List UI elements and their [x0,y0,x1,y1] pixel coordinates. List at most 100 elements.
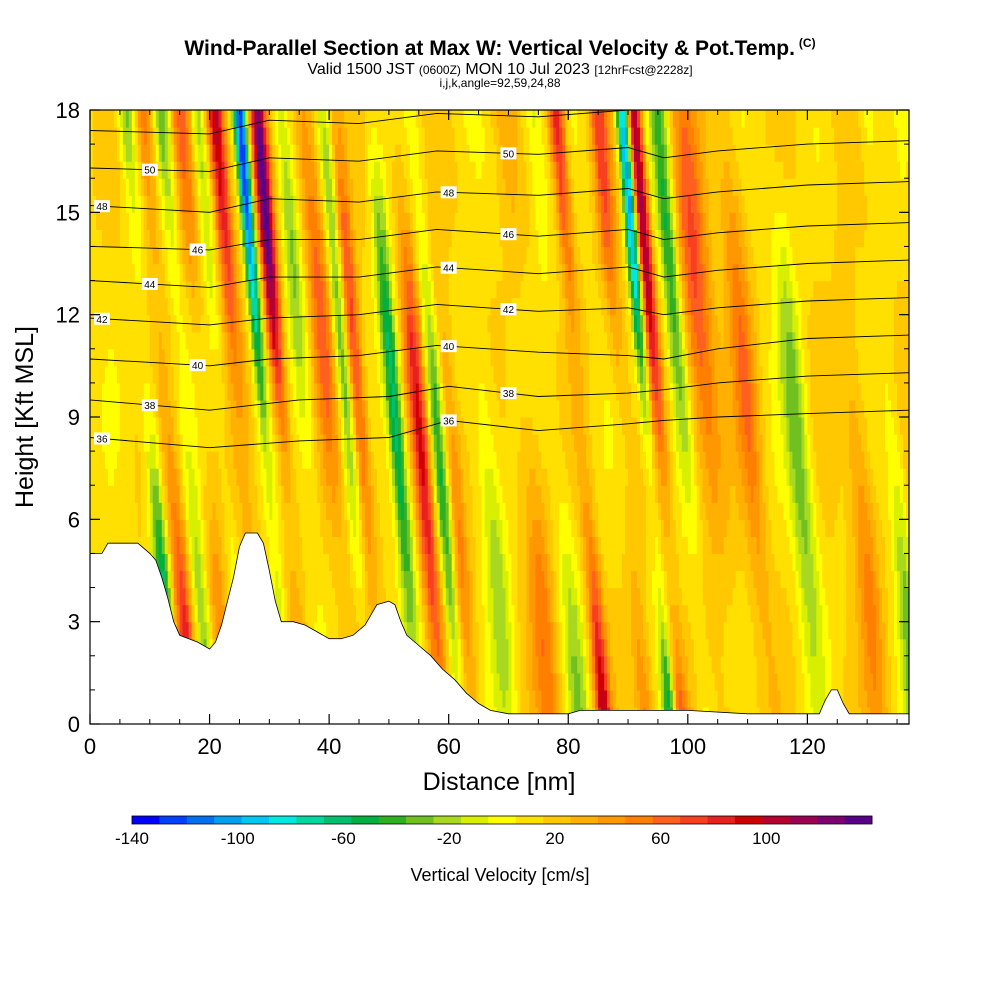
velocity-cell [152,144,157,162]
velocity-cell [197,536,202,555]
velocity-cell [125,365,130,384]
velocity-cell [179,127,184,145]
velocity-cell [448,553,453,572]
velocity-cell [359,604,363,623]
velocity-cell [158,348,163,367]
velocity-cell [311,127,315,145]
velocity-cell [128,144,133,162]
velocity-cell [338,485,342,503]
velocity-cell [182,399,187,418]
velocity-cell [215,314,220,333]
velocity-cell [128,280,133,299]
velocity-cell [209,502,214,520]
velocity-cell [362,536,366,555]
velocity-cell [176,519,181,537]
velocity-cell [122,263,127,282]
velocity-cell [137,144,142,162]
velocity-cell [191,144,196,162]
velocity-cell [457,604,462,623]
velocity-cell [146,417,151,435]
velocity-cell [484,519,489,537]
velocity-cell [209,587,214,606]
velocity-cell [391,297,396,316]
velocity-cell [460,604,465,623]
velocity-cell [113,144,118,162]
velocity-cell [397,417,402,435]
velocity-cell [296,536,300,555]
velocity-cell [466,280,471,299]
velocity-cell [293,144,297,162]
velocity-cell [185,263,190,282]
velocity-cell [376,399,381,418]
velocity-cell [478,417,483,435]
velocity-cell [484,331,489,350]
velocity-cell [128,212,133,230]
velocity-cell [206,297,211,316]
velocity-cell [433,519,438,537]
velocity-cell [370,178,375,196]
velocity-cell [320,519,324,537]
velocity-cell [466,348,471,367]
velocity-cell [418,212,423,230]
velocity-cell [302,399,306,418]
velocity-cell [388,297,393,316]
velocity-cell [152,229,157,248]
velocity-cell [149,195,154,213]
velocity-cell [311,451,315,469]
velocity-cell [350,536,354,555]
velocity-cell [433,127,438,145]
velocity-cell [341,195,345,213]
velocity-cell [397,587,402,606]
velocity-cell [131,229,136,248]
velocity-cell [302,161,306,179]
velocity-cell [230,519,235,537]
velocity-cell [379,280,384,299]
velocity-cell [290,553,294,572]
velocity-cell [188,178,193,196]
velocity-cell [296,161,300,179]
velocity-cell [125,451,130,469]
velocity-cell [359,570,363,589]
velocity-cell [263,451,267,469]
velocity-cell [113,127,118,145]
velocity-cell [433,604,438,623]
velocity-cell [382,144,387,162]
velocity-cell [170,348,175,367]
velocity-cell [326,434,330,452]
velocity-cell [406,331,411,350]
velocity-cell [128,519,133,537]
velocity-cell [236,399,241,418]
velocity-cell [445,382,450,401]
velocity-cell [239,382,244,401]
velocity-cell [460,212,465,230]
velocity-cell [478,638,483,657]
velocity-cell [242,314,247,333]
velocity-cell [397,246,402,265]
velocity-cell [433,451,438,469]
velocity-cell [314,110,318,128]
velocity-cell [239,161,244,179]
velocity-cell [478,519,483,537]
velocity-cell [113,502,118,520]
velocity-cell [397,280,402,299]
velocity-cell [341,502,345,520]
velocity-cell [206,229,211,248]
velocity-cell [364,502,369,520]
velocity-cell [90,434,94,452]
velocity-cell [224,195,229,213]
velocity-cell [359,314,363,333]
velocity-cell [367,212,372,230]
velocity-cell [424,553,429,572]
velocity-cell [457,314,462,333]
velocity-cell [242,280,247,299]
velocity-cell [475,604,480,623]
velocity-cell [427,246,432,265]
velocity-cell [478,127,483,145]
velocity-cell [230,246,235,265]
velocity-cell [215,587,220,606]
velocity-cell [128,399,133,418]
velocity-cell [463,212,468,230]
velocity-cell [394,127,399,145]
velocity-cell [287,570,291,589]
velocity-cell [257,297,261,316]
